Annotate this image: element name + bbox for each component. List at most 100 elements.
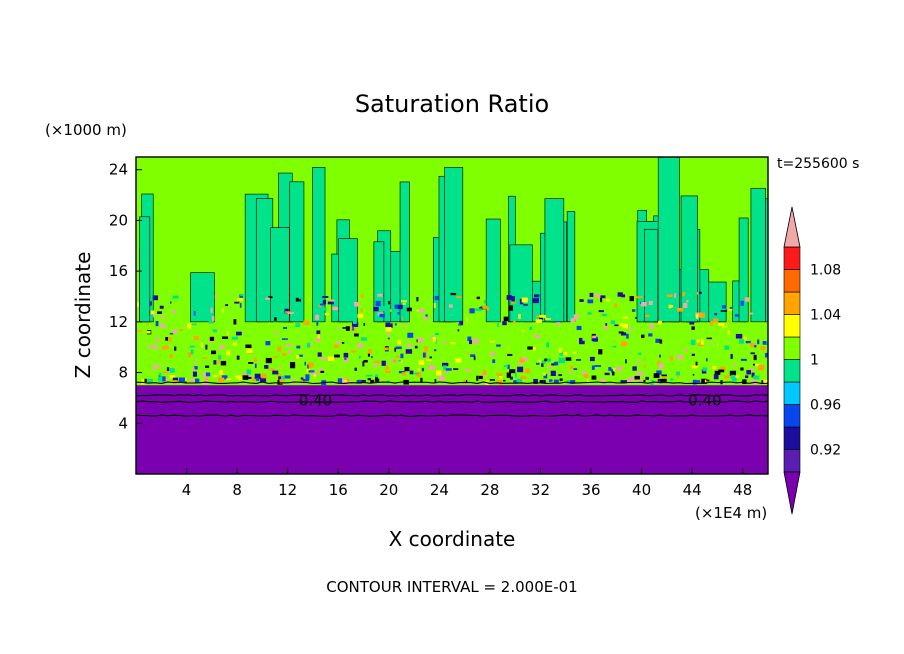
cloud-cell: [337, 327, 340, 330]
cloud-cell: [497, 322, 499, 328]
plume-streak: [566, 211, 576, 323]
cloud-cell: [236, 297, 243, 301]
y-tick-label: 4: [118, 414, 128, 432]
cloud-cell: [313, 372, 319, 376]
cloud-cell: [284, 375, 291, 379]
cloud-cell: [354, 301, 360, 307]
cloud-cell: [156, 336, 159, 343]
cloud-cell: [486, 307, 489, 311]
cloud-cell: [762, 340, 767, 345]
cloud-cell: [636, 296, 643, 299]
cloud-cell: [511, 296, 515, 302]
cloud-cell: [509, 376, 513, 380]
cloud-cell: [608, 367, 612, 371]
cloud-cell: [519, 298, 524, 305]
contour-line: [136, 400, 768, 403]
cloud-cell: [239, 294, 244, 298]
cloud-cell: [448, 304, 453, 308]
cloud-cell: [714, 313, 718, 316]
cloud-cell: [377, 293, 383, 297]
cloud-cell: [414, 372, 419, 375]
cloud-cell: [622, 316, 629, 319]
cloud-cell: [245, 344, 252, 348]
cloud-cell: [757, 339, 760, 345]
cloud-cell: [509, 369, 516, 374]
cloud-cell: [740, 367, 744, 371]
cloud-cell: [406, 343, 413, 347]
cloud-cell: [697, 343, 704, 347]
lower-layer-region: [136, 385, 768, 474]
cloud-cell: [421, 367, 425, 372]
cloud-cell: [405, 349, 413, 354]
cloud-cell: [202, 372, 209, 378]
cloud-cell: [141, 379, 146, 385]
cloud-cell: [591, 365, 595, 370]
cloud-cell: [337, 378, 343, 383]
cloud-cell: [320, 370, 325, 373]
cloud-cell: [467, 351, 469, 356]
plume-streak: [338, 238, 358, 323]
cloud-cell: [153, 344, 158, 350]
cloud-cell: [698, 291, 702, 294]
cloud-cell: [213, 360, 217, 365]
cloud-cell: [503, 379, 506, 382]
colorbar-segment: [783, 246, 801, 270]
cloud-cell: [323, 307, 327, 311]
cloud-cell: [632, 309, 636, 312]
cloud-cell: [702, 367, 708, 372]
cloud-cell: [643, 379, 646, 383]
cloud-cell: [516, 378, 523, 383]
cloud-cell: [392, 360, 397, 363]
cloud-cell: [455, 308, 458, 313]
cloud-cell: [288, 349, 291, 354]
cloud-cell: [734, 314, 739, 317]
x-axis-title: X coordinate: [389, 527, 516, 551]
cloud-cell: [553, 379, 559, 383]
colorbar: 0.92 0.96 1 1.04 1.08: [783, 206, 841, 515]
cloud-cell: [657, 378, 661, 382]
cloud-cell: [605, 323, 608, 327]
cloud-cell: [275, 330, 277, 336]
cloud-cell: [599, 298, 603, 303]
cloud-cell: [489, 379, 495, 381]
cloud-cell: [394, 304, 399, 309]
cloud-cell: [753, 354, 757, 361]
cloud-cell: [659, 339, 663, 344]
cloud-cell: [240, 293, 244, 296]
cloud-cell: [219, 370, 224, 375]
plume-streak: [509, 244, 533, 323]
cloud-cell: [689, 321, 695, 325]
cloud-cell: [425, 314, 428, 319]
cloud-cell: [677, 375, 679, 379]
cloud-cell: [322, 299, 327, 305]
cloud-cell: [308, 370, 315, 373]
cloud-cell: [464, 368, 471, 372]
cloud-cell: [683, 302, 688, 308]
cloud-cell: [311, 372, 314, 375]
cloud-cell: [317, 352, 322, 357]
cloud-cell: [160, 323, 166, 328]
cloud-cell: [492, 359, 496, 364]
cloud-cell: [594, 365, 602, 367]
cloud-cell: [541, 363, 544, 367]
cloud-cell: [482, 371, 487, 375]
cloud-cell: [327, 301, 334, 305]
cloud-cell: [729, 307, 733, 309]
cloud-cell: [268, 296, 273, 299]
x-tick-label: 36: [581, 481, 600, 499]
cloud-cell: [515, 372, 517, 378]
colorbar-segment: [783, 449, 801, 473]
colorbar-over-arrow: [783, 206, 801, 248]
cloud-cell: [435, 339, 437, 344]
cloud-cell: [205, 372, 211, 377]
cloud-cell: [357, 313, 364, 319]
cloud-cell: [598, 349, 603, 355]
cloud-cell: [539, 317, 543, 320]
x-tick-label: 8: [232, 481, 242, 499]
cloud-cell: [670, 378, 674, 381]
cloud-cell: [404, 366, 410, 372]
cloud-cell: [146, 324, 149, 327]
cloud-cell: [570, 318, 575, 324]
cloud-cell: [360, 294, 364, 298]
cloud-cell: [306, 342, 311, 348]
